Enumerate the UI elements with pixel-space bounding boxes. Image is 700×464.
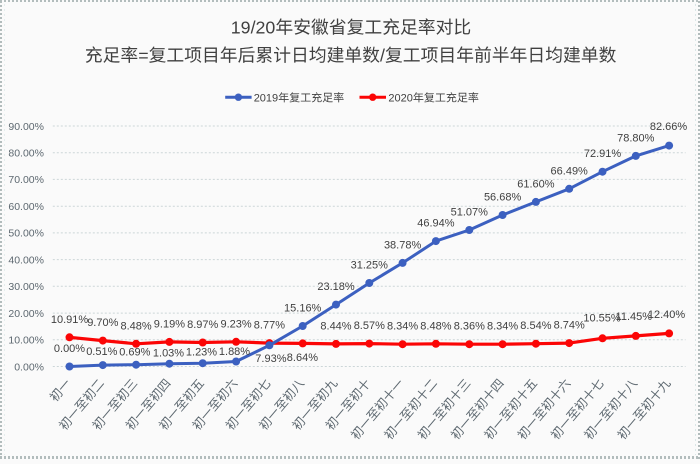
svg-text:61.60%: 61.60%: [517, 178, 555, 190]
svg-text:8.64%: 8.64%: [287, 352, 318, 364]
svg-text:19/20: 19/20: [231, 17, 276, 37]
svg-text:20.00%: 20.00%: [8, 308, 44, 320]
svg-text:8.74%: 8.74%: [554, 320, 585, 332]
svg-text:9.70%: 9.70%: [87, 317, 118, 329]
svg-text:/: /: [380, 45, 385, 65]
svg-text:9.23%: 9.23%: [220, 318, 251, 330]
svg-text:10.00%: 10.00%: [8, 335, 44, 347]
svg-text:0.00%: 0.00%: [14, 361, 44, 373]
svg-text:66.49%: 66.49%: [551, 165, 589, 177]
svg-text:8.48%: 8.48%: [420, 320, 451, 332]
svg-text:31.25%: 31.25%: [351, 260, 389, 272]
svg-text:8.34%: 8.34%: [387, 321, 418, 333]
svg-text:60.00%: 60.00%: [8, 201, 44, 213]
svg-text:11.45%: 11.45%: [616, 311, 653, 323]
svg-text:90.00%: 90.00%: [8, 121, 44, 133]
svg-text:8.57%: 8.57%: [354, 320, 385, 332]
svg-text:30.00%: 30.00%: [8, 281, 44, 293]
svg-text:1.88%: 1.88%: [219, 346, 250, 358]
svg-text:40.00%: 40.00%: [8, 254, 44, 266]
svg-text:70.00%: 70.00%: [8, 174, 44, 186]
svg-text:10.55%: 10.55%: [583, 312, 621, 324]
svg-text:80.00%: 80.00%: [8, 148, 44, 160]
svg-text:7.93%: 7.93%: [255, 353, 286, 365]
svg-text:0.69%: 0.69%: [119, 347, 150, 359]
svg-text:8.34%: 8.34%: [487, 321, 518, 333]
svg-text:8.44%: 8.44%: [320, 320, 351, 332]
svg-text:2020: 2020: [388, 93, 412, 105]
svg-text:8.97%: 8.97%: [187, 319, 218, 331]
svg-text:78.80%: 78.80%: [617, 132, 655, 144]
svg-text:8.77%: 8.77%: [254, 320, 285, 332]
svg-text:1.03%: 1.03%: [153, 347, 184, 359]
svg-text:15.16%: 15.16%: [284, 302, 322, 314]
svg-text:82.66%: 82.66%: [650, 121, 688, 133]
svg-text:10.91%: 10.91%: [51, 314, 89, 326]
svg-text:=: =: [138, 45, 148, 65]
svg-text:8.54%: 8.54%: [520, 320, 551, 332]
svg-text:0.00%: 0.00%: [54, 343, 85, 355]
svg-text:51.07%: 51.07%: [451, 207, 489, 219]
svg-text:50.00%: 50.00%: [8, 228, 44, 240]
svg-text:38.78%: 38.78%: [384, 239, 422, 251]
svg-text:12.40%: 12.40%: [648, 309, 686, 321]
svg-text:56.68%: 56.68%: [484, 192, 522, 204]
svg-text:8.48%: 8.48%: [120, 320, 151, 332]
svg-text:72.91%: 72.91%: [584, 148, 622, 160]
svg-text:2019: 2019: [254, 93, 278, 105]
svg-text:23.18%: 23.18%: [317, 281, 355, 293]
svg-text:0.51%: 0.51%: [86, 346, 117, 358]
svg-text:1.23%: 1.23%: [186, 347, 217, 359]
svg-text:8.36%: 8.36%: [454, 321, 485, 333]
svg-text:9.19%: 9.19%: [154, 318, 185, 330]
svg-text:46.94%: 46.94%: [417, 218, 455, 230]
